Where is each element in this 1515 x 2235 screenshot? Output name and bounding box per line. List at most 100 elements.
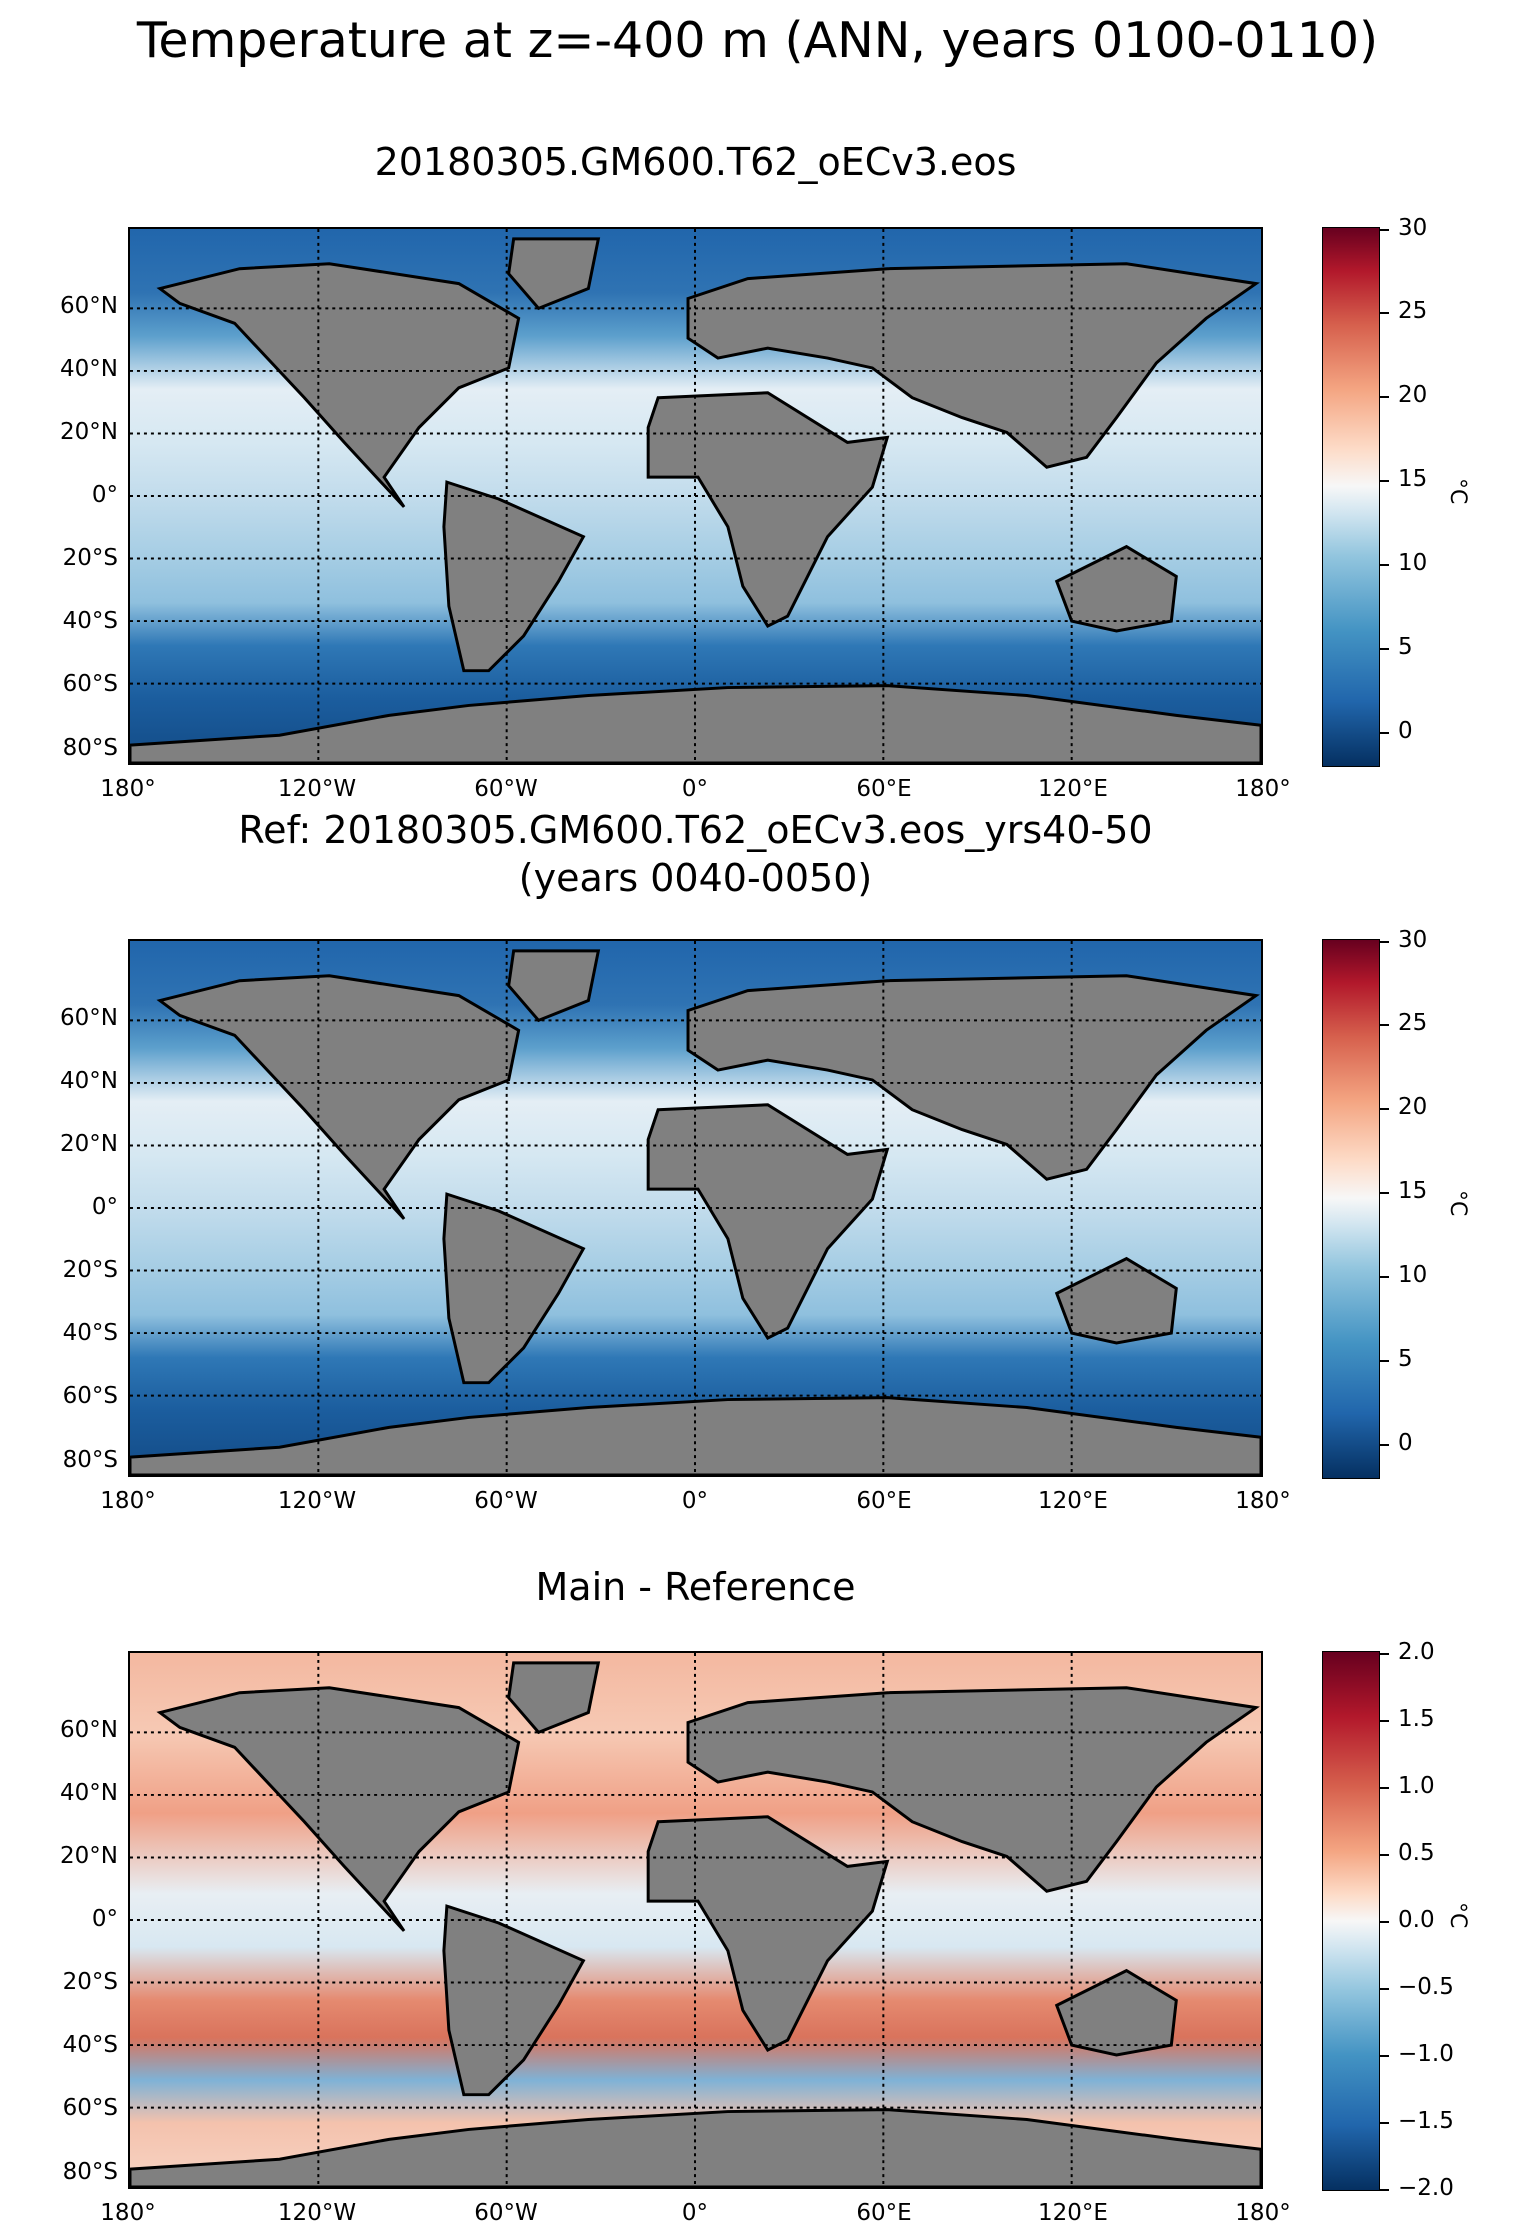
- lat-label: 20°N: [60, 1843, 118, 1869]
- colorbar-tick-mark: [1380, 1720, 1389, 1722]
- colorbar-tick-label: −0.5: [1398, 1974, 1454, 2000]
- colorbar-tick-label: 10: [1398, 1262, 1428, 1288]
- lat-label: 20°N: [60, 419, 118, 445]
- lon-label: 180°: [1235, 1488, 1291, 1514]
- colorbar-tick-label: 20: [1398, 1094, 1428, 1120]
- colorbar-unit-label: °C: [1445, 478, 1470, 505]
- lat-label: 80°S: [62, 735, 118, 761]
- lon-label: 120°W: [277, 2200, 357, 2226]
- colorbar-tick-mark: [1380, 1854, 1389, 1856]
- colorbar-tick-label: 0: [1398, 718, 1413, 744]
- lat-label: 60°N: [60, 1717, 118, 1743]
- panel-2-title-line-1: Ref: 20180305.GM600.T62_oECv3.eos_yrs40-…: [238, 808, 1153, 852]
- colorbar-tick-label: 25: [1398, 298, 1428, 324]
- colorbar-tick-mark: [1380, 229, 1389, 231]
- lat-label: 0°: [91, 1194, 118, 1220]
- lat-label: 60°S: [62, 2095, 118, 2121]
- colorbar-tick-label: 25: [1398, 1010, 1428, 1036]
- colorbar-tick-mark: [1380, 564, 1389, 566]
- colorbar-unit-label: °C: [1445, 1190, 1470, 1217]
- colorbar-tick-mark: [1380, 1360, 1389, 1362]
- map-panel-difference: [128, 1651, 1263, 2189]
- lat-label: 20°S: [62, 1257, 118, 1283]
- lat-label: 40°S: [62, 1320, 118, 1346]
- lat-label: 60°N: [60, 293, 118, 319]
- colorbar-tick-label: 1.0: [1398, 1773, 1435, 1799]
- lon-label: 180°: [100, 776, 156, 802]
- colorbar-tick-mark: [1380, 1444, 1389, 1446]
- map-reference-svg: [130, 941, 1261, 1475]
- colorbar-tick-label: 20: [1398, 382, 1428, 408]
- colorbar-tick-label: 5: [1398, 1346, 1413, 1372]
- colorbar-tick-mark: [1380, 1653, 1389, 1655]
- colorbar-tick-label: 30: [1398, 927, 1428, 953]
- colorbar-main: [1322, 227, 1380, 767]
- colorbar-tick-label: 30: [1398, 215, 1428, 241]
- lon-label: 0°: [681, 2200, 709, 2226]
- colorbar-tick-mark: [1380, 1988, 1389, 1990]
- colorbar-tick-mark: [1380, 2189, 1389, 2191]
- map-main-svg: [130, 229, 1261, 763]
- colorbar-tick-label: 2.0: [1398, 1639, 1435, 1665]
- colorbar-tick-label: 1.5: [1398, 1706, 1435, 1732]
- lon-label: 120°E: [1038, 2200, 1108, 2226]
- lon-label: 180°: [1235, 776, 1291, 802]
- lat-label: 40°S: [62, 2032, 118, 2058]
- colorbar-tick-mark: [1380, 312, 1389, 314]
- colorbar-tick-mark: [1380, 2122, 1389, 2124]
- graticule: [130, 229, 1261, 763]
- panel-2-title: Ref: 20180305.GM600.T62_oECv3.eos_yrs40-…: [128, 806, 1263, 902]
- colorbar-tick-label: −1.5: [1398, 2108, 1454, 2134]
- lon-label: 120°W: [277, 776, 357, 802]
- panel-1-title: 20180305.GM600.T62_oECv3.eos: [374, 140, 1017, 184]
- lon-label: 180°: [1235, 2200, 1291, 2226]
- colorbar-tick-mark: [1380, 1024, 1389, 1026]
- panel-2-title-line-2: (years 0040-0050): [518, 856, 873, 900]
- lat-label: 0°: [91, 1906, 118, 1932]
- colorbar-tick-mark: [1380, 396, 1389, 398]
- lat-label: 80°S: [62, 1447, 118, 1473]
- colorbar-tick-mark: [1380, 732, 1389, 734]
- lat-label: 40°N: [60, 356, 118, 382]
- colorbar-tick-label: 15: [1398, 466, 1428, 492]
- colorbar-tick-mark: [1380, 1276, 1389, 1278]
- lon-label: 60°W: [474, 2200, 538, 2226]
- panel-3-title: Main - Reference: [535, 1565, 856, 1609]
- lon-label: 180°: [100, 1488, 156, 1514]
- colorbar-tick-mark: [1380, 1787, 1389, 1789]
- colorbar-difference: [1322, 1651, 1380, 2191]
- lat-label: 40°S: [62, 608, 118, 634]
- lat-label: 60°N: [60, 1005, 118, 1031]
- lat-label: 20°S: [62, 1969, 118, 1995]
- graticule: [130, 1653, 1261, 2187]
- colorbar-tick-label: 0.0: [1398, 1907, 1435, 1933]
- colorbar-tick-mark: [1380, 1108, 1389, 1110]
- colorbar-tick-mark: [1380, 480, 1389, 482]
- colorbar-tick-mark: [1380, 1921, 1389, 1923]
- map-difference-svg: [130, 1653, 1261, 2187]
- lat-label: 20°S: [62, 545, 118, 571]
- colorbar-tick-label: −2.0: [1398, 2175, 1454, 2201]
- lon-label: 60°W: [474, 1488, 538, 1514]
- lon-label: 60°E: [856, 776, 912, 802]
- lat-label: 40°N: [60, 1780, 118, 1806]
- colorbar-tick-label: 0.5: [1398, 1840, 1435, 1866]
- map-panel-reference: [128, 939, 1263, 1477]
- lon-label: 0°: [681, 1488, 709, 1514]
- colorbar-tick-mark: [1380, 941, 1389, 943]
- colorbar-tick-label: 10: [1398, 550, 1428, 576]
- colorbar-tick-label: −1.0: [1398, 2041, 1454, 2067]
- colorbar-tick-label: 0: [1398, 1430, 1413, 1456]
- land-masses: [130, 1661, 1261, 2187]
- colorbar-tick-mark: [1380, 1192, 1389, 1194]
- lon-label: 120°E: [1038, 1488, 1108, 1514]
- colorbar-tick-label: 5: [1398, 634, 1413, 660]
- lon-label: 180°: [100, 2200, 156, 2226]
- lon-label: 60°E: [856, 1488, 912, 1514]
- lon-label: 60°E: [856, 2200, 912, 2226]
- colorbar-reference: [1322, 939, 1380, 1479]
- lat-label: 20°N: [60, 1131, 118, 1157]
- colorbar-tick-mark: [1380, 2055, 1389, 2057]
- lon-label: 120°E: [1038, 776, 1108, 802]
- lat-label: 40°N: [60, 1068, 118, 1094]
